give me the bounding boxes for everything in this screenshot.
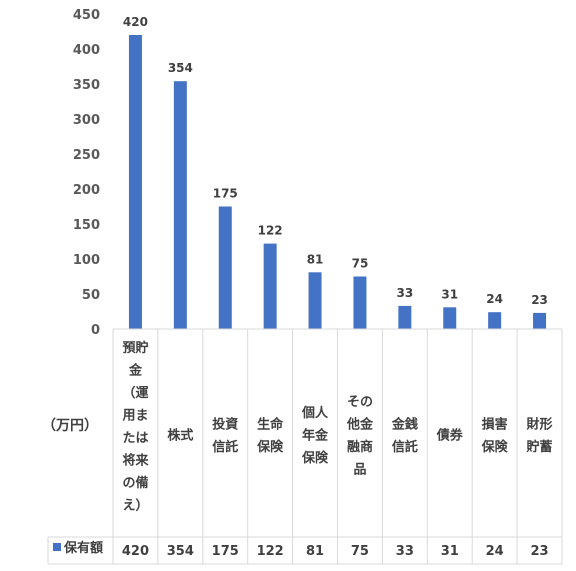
data-label: 33 xyxy=(396,286,413,300)
y-tick-label: 150 xyxy=(73,218,100,233)
data-label: 31 xyxy=(441,287,458,301)
data-label: 122 xyxy=(258,224,283,238)
y-axis-ticks: 0 50 100 150 200 250 300 350 400 450 xyxy=(73,8,100,338)
y-tick-label: 100 xyxy=(73,253,100,268)
data-label: 23 xyxy=(531,293,548,307)
category-label: 債券 xyxy=(436,428,464,444)
bar xyxy=(173,81,187,329)
y-tick-label: 250 xyxy=(73,148,100,163)
bar xyxy=(353,276,367,329)
y-tick-label: 400 xyxy=(73,43,100,58)
data-table-value: 75 xyxy=(351,544,369,559)
category-label: 生命保険 xyxy=(256,416,284,455)
bar xyxy=(308,272,322,329)
category-label: 投資信託 xyxy=(212,416,238,455)
data-table-value: 81 xyxy=(306,544,324,559)
data-table-grid xyxy=(47,328,563,565)
series-name: 保有額 xyxy=(63,540,103,556)
bars xyxy=(128,35,547,329)
category-label: 株式 xyxy=(167,428,193,444)
category-label: 預貯金（運用または将来の備え） xyxy=(121,340,149,514)
y-axis-label: （万円） xyxy=(42,418,98,434)
data-table-value: 24 xyxy=(486,544,504,559)
category-label: 財形貯蓄 xyxy=(526,416,553,455)
y-tick-label: 450 xyxy=(73,8,100,23)
y-tick-label: 0 xyxy=(91,323,100,338)
data-table-value: 31 xyxy=(441,544,459,559)
data-label: 175 xyxy=(213,187,238,201)
data-label: 420 xyxy=(123,15,148,29)
y-tick-label: 200 xyxy=(73,183,100,198)
data-table-value: 122 xyxy=(257,544,284,559)
category-label: 金銭信託 xyxy=(391,416,418,455)
bar xyxy=(533,312,547,329)
category-label: その他金融商品 xyxy=(346,395,374,478)
bar xyxy=(443,307,457,329)
y-tick-label: 50 xyxy=(82,288,100,303)
data-label: 75 xyxy=(352,257,369,271)
data-labels: 420 354 175 122 81 75 33 31 24 23 xyxy=(123,15,548,307)
y-tick-label: 300 xyxy=(73,113,100,128)
category-labels: 預貯金（運用または将来の備え） 株式 投資信託生命保険個人年金保険その他金融商品金銭… xyxy=(121,340,552,514)
y-tick-label: 350 xyxy=(73,78,100,93)
legend-key xyxy=(53,543,61,551)
data-label: 354 xyxy=(168,61,193,75)
data-label: 24 xyxy=(486,292,503,306)
data-table-row: 保有額 xyxy=(53,540,103,556)
category-label: 個人年金保険 xyxy=(301,405,329,466)
data-table-value: 175 xyxy=(212,544,239,559)
bar xyxy=(128,35,142,329)
category-label: 損害保険 xyxy=(481,416,509,455)
data-table-value: 354 xyxy=(167,544,194,559)
bar xyxy=(398,305,412,329)
data-table-values: 420 354 175 122 81 75 33 31 24 23 xyxy=(122,544,549,559)
bar xyxy=(218,206,232,329)
data-table-value: 420 xyxy=(122,544,149,559)
data-label: 81 xyxy=(307,252,324,266)
bar xyxy=(488,312,502,329)
data-table-value: 23 xyxy=(531,544,549,559)
data-table-value: 33 xyxy=(396,544,414,559)
bar xyxy=(263,243,277,329)
